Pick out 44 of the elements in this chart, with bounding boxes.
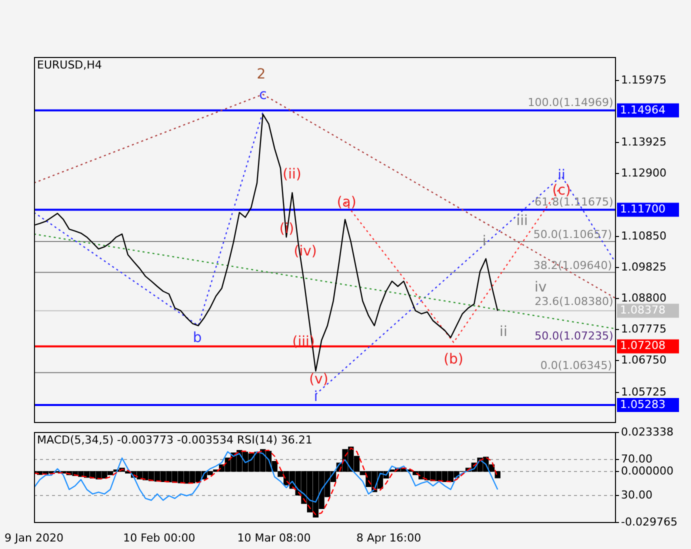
annotation: (a) [336,194,356,210]
ref-line-label: 0.0(1.06345) [540,359,612,372]
chart-title: MACD(5,34,5) -0.003773 -0.003534 RSI(14) 36.21 [37,433,312,446]
x-tick-label: 10 Feb 00:00 [123,531,196,544]
x-tick-label: 8 Apr 16:00 [356,531,422,544]
y-tick-label: 0.000000 [621,464,674,478]
y-tick-label: 1.10850 [621,229,666,242]
y-tick-label: 1.07775 [621,322,666,336]
y-tick-label: 0.023338 [621,425,674,438]
y2-tick-label: 30.00 [621,488,652,502]
y-tick-label: 1.08800 [621,291,666,304]
x-tick-label: 10 Mar 08:00 [237,531,311,544]
annotation: iii [516,212,528,229]
annotation: 50.0(1.07235) [534,329,614,342]
ref-line-label: 38.2(1.09640) [533,258,612,272]
x-tick-label: 9 Jan 2020 [4,531,64,544]
annotation: iv [534,280,547,296]
ref-line-label: 1.11700 [620,202,666,216]
y-tick-label: 1.13925 [621,135,666,148]
annotation: 100.0(1.14969) [528,96,614,110]
y-tick-label: 1.12900 [621,166,666,180]
annotation: (v) [309,371,328,388]
line-series [34,448,498,516]
ref-line-label: 1.08378 [620,304,666,317]
y-tick-label: -0.029765 [621,515,678,528]
ref-line-label: 1.07208 [620,339,666,352]
annotation: (ii) [282,166,302,183]
annotation: ii [500,324,508,340]
chart-title: EURUSD,H4 [37,58,102,72]
annotation: 23.6(1.08380) [534,294,614,308]
annotation: 2 [256,66,266,83]
ref-line-label: 50.0(1.10657) [533,228,612,241]
y-tick-label: 1.09825 [621,260,666,274]
annotation: i [314,389,318,406]
annotation: (b) [444,352,464,368]
y2-tick-label: 70.00 [621,452,652,466]
ref-line-label: 1.14964 [620,103,666,116]
y-tick-label: 1.15975 [621,73,666,86]
ref-line-label: 1.05283 [620,398,666,411]
annotation: b [192,330,202,346]
annotation: 61.8(1.11675) [534,195,614,208]
y-tick-label: 1.06750 [621,353,666,366]
y-tick-label: 1.05725 [621,385,666,398]
annotation: c [259,86,267,103]
